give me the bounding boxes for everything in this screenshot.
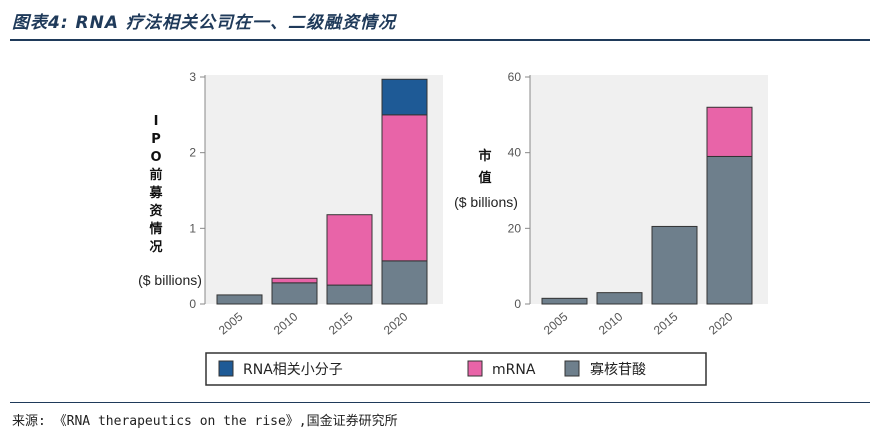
bar-segment [651, 225, 698, 305]
bar-segment [326, 284, 373, 305]
bar-segment [326, 214, 373, 286]
y-label-glyph: 资 [149, 203, 162, 219]
y-tick-label: 0 [514, 297, 521, 311]
legend-label-oligo: 寡核苷酸 [590, 361, 646, 378]
y-label-glyph: 值 [478, 170, 491, 186]
y-tick-label: 0 [189, 297, 196, 311]
x-tick-label: 2020 [381, 309, 411, 337]
y-label-glyph: O [150, 150, 161, 165]
y-tick-label: 40 [508, 146, 522, 160]
y-tick-label: 20 [508, 221, 522, 235]
legend-swatch-small-molecule [218, 360, 234, 377]
y-label-glyph: 募 [148, 185, 163, 201]
y-unit-right: ($ billions) [454, 194, 518, 210]
y-label-glyph: 前 [149, 167, 162, 183]
x-tick-label: 2005 [216, 309, 246, 337]
bar-segment [541, 297, 588, 305]
legend-label-mrna: mRNA [492, 362, 536, 378]
bar-segment [271, 282, 318, 305]
y-tick-label: 1 [189, 221, 196, 235]
bar-segment [271, 277, 318, 284]
x-tick-label: 2010 [596, 309, 626, 337]
y-label-glyph: I [154, 114, 159, 129]
bar-segment [596, 292, 643, 305]
y-label-glyph: 市 [478, 148, 491, 164]
legend-swatch-oligo [564, 360, 580, 377]
source-rule [10, 402, 870, 403]
x-tick-label: 2010 [271, 309, 301, 337]
x-tick-label: 2015 [651, 309, 681, 337]
legend-box [205, 352, 707, 386]
bar-segment [381, 114, 428, 262]
y-label-glyph: 况 [149, 240, 162, 255]
y-tick-label: 3 [189, 70, 196, 84]
bar-segment [216, 294, 263, 305]
bar-segment [381, 260, 428, 305]
figure-title: 图表4: RNA 疗法相关公司在一、二级融资情况 [12, 13, 396, 33]
y-tick-label: 60 [508, 70, 522, 84]
bar-segment [706, 106, 753, 157]
legend-label-small-molecule: RNA相关小分子 [243, 362, 343, 378]
bar-segment [706, 155, 753, 305]
y-unit-left: ($ billions) [138, 272, 202, 288]
y-label-glyph: 情 [149, 221, 162, 237]
x-tick-label: 2015 [326, 309, 356, 337]
bar-segment [381, 78, 428, 116]
y-label-glyph: P [151, 132, 161, 147]
y-tick-label: 2 [189, 146, 196, 160]
x-tick-label: 2020 [706, 309, 736, 337]
source-note: 来源: 《RNA therapeutics on the rise》,国金证券研… [12, 414, 398, 429]
title-rule [10, 39, 870, 41]
legend-swatch-mrna [467, 360, 483, 377]
y-axis-label-right: 市值 [478, 148, 491, 186]
x-tick-label: 2005 [541, 309, 571, 337]
